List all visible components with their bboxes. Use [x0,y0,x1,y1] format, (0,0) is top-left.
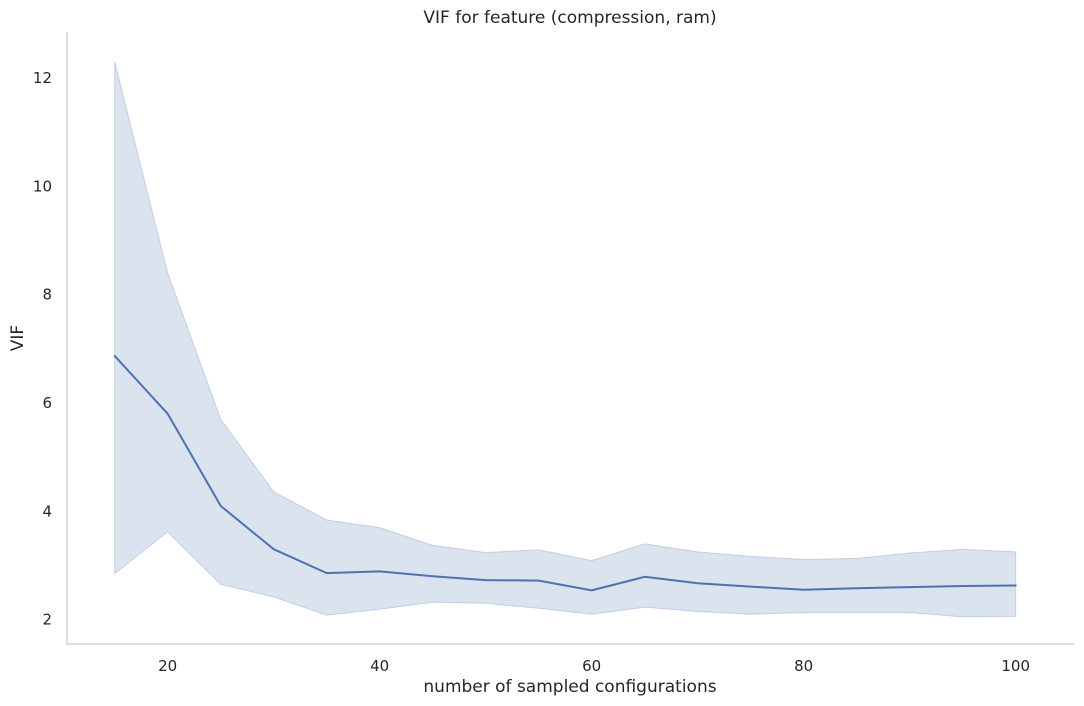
series-line [113,354,1017,592]
x-tick-label: 80 [794,657,813,675]
y-tick-label: 10 [33,177,52,195]
x-tick-label: 40 [370,657,389,675]
y-tick-label: 12 [33,69,52,87]
x-tick-labels: 20 40 60 80 100 [158,657,1030,675]
y-tick-label: 8 [42,286,52,304]
y-tick-label: 4 [42,502,52,520]
series-line-layer [113,354,1017,592]
confidence-band [114,61,1017,618]
y-tick-label: 2 [42,611,52,629]
y-tick-label: 6 [42,394,52,412]
x-axis-title: number of sampled configurations [423,677,716,697]
y-axis-title: VIF [8,325,28,351]
x-tick-label: 100 [1001,657,1030,675]
chart-title: VIF for feature (compression, ram) [423,8,716,28]
y-tick-labels: 2 4 6 8 10 12 [33,69,52,629]
confidence-band-layer [114,61,1017,618]
x-tick-label: 20 [158,657,177,675]
x-tick-label: 60 [582,657,601,675]
